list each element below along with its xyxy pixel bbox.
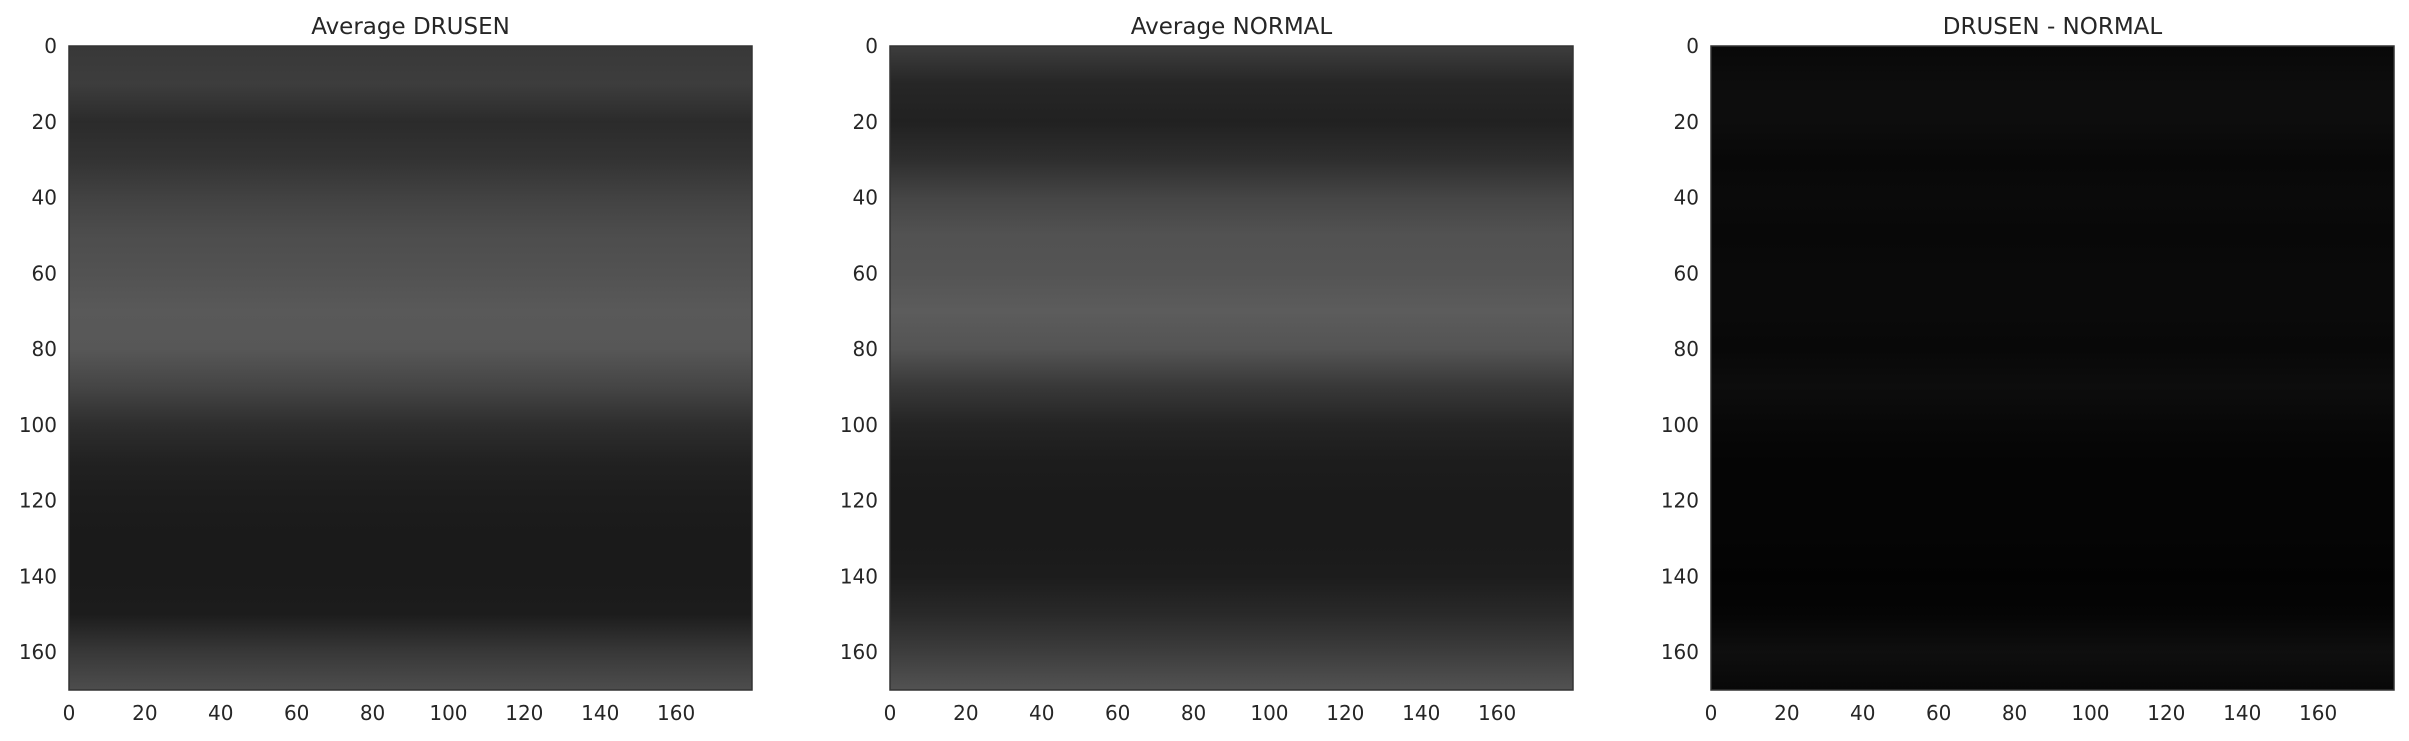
y-tick-label: 60 xyxy=(853,261,878,285)
x-tick-label: 40 xyxy=(1029,701,1054,725)
x-tick-label: 40 xyxy=(1850,701,1875,725)
x-tick-label: 20 xyxy=(953,701,978,725)
heatmap-panel-3: DRUSEN - NORMAL 0 20 40 60 80 100 120 140 160 0 20 4… xyxy=(1661,14,2395,725)
x-tick-label: 0 xyxy=(1705,701,1718,725)
x-tick-label: 0 xyxy=(63,701,76,725)
x-tick-label: 60 xyxy=(1105,701,1130,725)
y-tick-label: 40 xyxy=(32,186,57,210)
axes-frame xyxy=(889,45,1574,691)
y-tick-label: 80 xyxy=(1674,337,1699,361)
x-tick-label: 140 xyxy=(2223,701,2261,725)
x-tick-label: 160 xyxy=(2299,701,2337,725)
heatmap-panel-1: Average DRUSEN 0 20 40 60 80 100 120 140 160 0 20 40… xyxy=(19,14,753,725)
axes-frame xyxy=(1710,45,2395,691)
heatmap-image xyxy=(69,46,752,690)
y-tick-label: 40 xyxy=(1674,186,1699,210)
y-tick-label: 60 xyxy=(1674,261,1699,285)
x-tick-label: 60 xyxy=(1926,701,1951,725)
x-tick-label: 80 xyxy=(1181,701,1206,725)
y-tick-label: 20 xyxy=(32,110,57,134)
y-tick-label: 100 xyxy=(1661,413,1699,437)
y-tick-label: 60 xyxy=(32,261,57,285)
x-tick-label: 40 xyxy=(208,701,233,725)
x-tick-label: 160 xyxy=(1478,701,1516,725)
panel-title: DRUSEN - NORMAL xyxy=(1943,14,2163,40)
y-tick-label: 20 xyxy=(1674,110,1699,134)
x-tick-label: 100 xyxy=(1250,701,1288,725)
heatmap-panel-2: Average NORMAL 0 20 40 60 80 100 120 140 160 0 20 40… xyxy=(840,14,1574,725)
y-tick-label: 120 xyxy=(1661,489,1699,513)
y-tick-label: 160 xyxy=(1661,640,1699,664)
heatmap-image xyxy=(890,46,1573,690)
x-tick-label: 120 xyxy=(1326,701,1364,725)
x-tick-label: 100 xyxy=(2071,701,2109,725)
x-tick-label: 0 xyxy=(884,701,897,725)
heatmap-image xyxy=(1711,46,2394,690)
x-tick-label: 20 xyxy=(132,701,157,725)
x-tick-label: 60 xyxy=(284,701,309,725)
y-tick-label: 120 xyxy=(19,489,57,513)
y-tick-label: 80 xyxy=(853,337,878,361)
x-tick-label: 140 xyxy=(581,701,619,725)
y-tick-label: 160 xyxy=(19,640,57,664)
y-tick-label: 40 xyxy=(853,186,878,210)
panel-title: Average NORMAL xyxy=(1131,14,1333,40)
y-tick-label: 140 xyxy=(19,564,57,588)
panel-title: Average DRUSEN xyxy=(311,14,510,40)
y-tick-label: 0 xyxy=(44,34,57,58)
x-tick-label: 20 xyxy=(1774,701,1799,725)
y-tick-label: 20 xyxy=(853,110,878,134)
y-tick-label: 100 xyxy=(19,413,57,437)
x-tick-label: 160 xyxy=(657,701,695,725)
y-tick-label: 140 xyxy=(1661,564,1699,588)
x-tick-label: 80 xyxy=(2002,701,2027,725)
x-tick-label: 120 xyxy=(505,701,543,725)
x-tick-label: 140 xyxy=(1402,701,1440,725)
x-tick-label: 120 xyxy=(2147,701,2185,725)
y-tick-label: 0 xyxy=(1686,34,1699,58)
axes-frame xyxy=(68,45,753,691)
y-tick-label: 120 xyxy=(840,489,878,513)
x-tick-label: 80 xyxy=(360,701,385,725)
y-tick-label: 140 xyxy=(840,564,878,588)
x-tick-label: 100 xyxy=(429,701,467,725)
y-tick-label: 100 xyxy=(840,413,878,437)
y-tick-label: 160 xyxy=(840,640,878,664)
y-tick-label: 80 xyxy=(32,337,57,361)
y-tick-label: 0 xyxy=(865,34,878,58)
